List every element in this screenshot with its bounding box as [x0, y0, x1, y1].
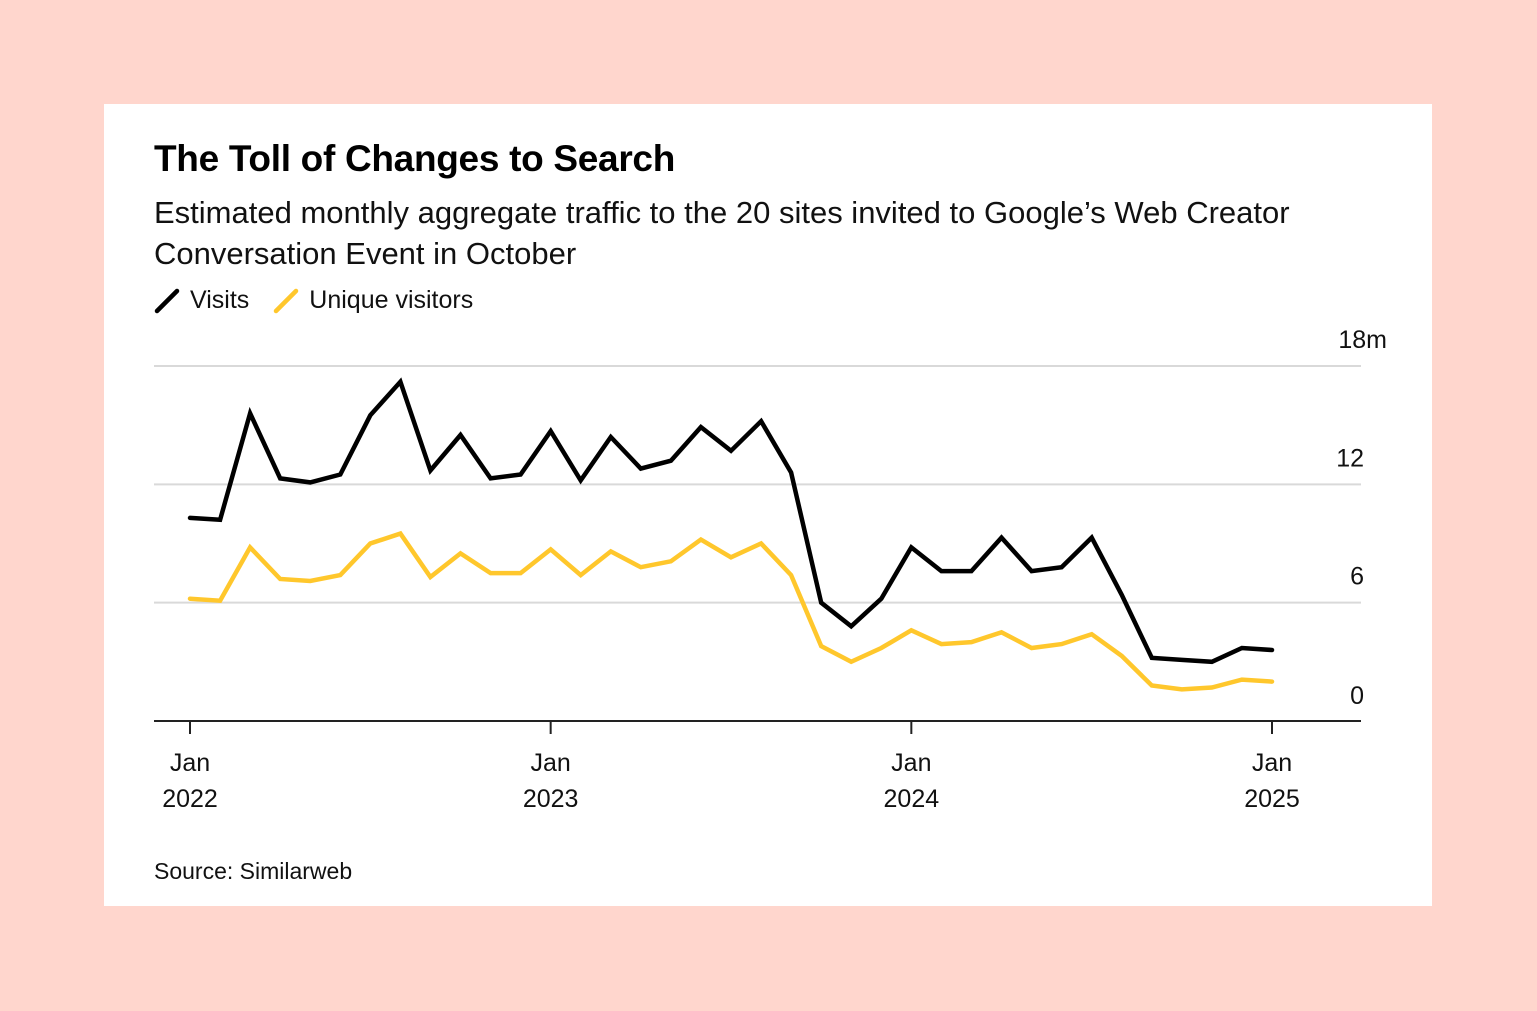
source-note: Source: Similarweb: [154, 858, 353, 884]
y-tick-label: 12: [1336, 444, 1364, 472]
x-tick-label-month: Jan: [531, 749, 571, 777]
chart-title: The Toll of Changes to Search: [154, 138, 676, 179]
chart-card: The Toll of Changes to Search Estimated …: [104, 104, 1432, 906]
y-tick-label: 6: [1350, 563, 1364, 591]
x-tick-label-year: 2023: [523, 785, 579, 813]
legend-swatch-visits: [154, 288, 180, 313]
series-line-visits: [187, 377, 1275, 665]
legend-label-visits: Visits: [190, 286, 250, 314]
x-tick-label-month: Jan: [1252, 749, 1292, 777]
legend-item-unique-visitors: Unique visitors: [273, 286, 473, 315]
x-tick-label-month: Jan: [170, 749, 210, 777]
chart-subtitle: Estimated monthly aggregate traffic to t…: [154, 195, 1290, 271]
x-tick-label-month: Jan: [891, 749, 931, 777]
x-tick-label-year: 2024: [884, 785, 940, 813]
series-line-unique-visitors: [187, 530, 1275, 692]
x-tick-label-year: 2022: [162, 785, 218, 813]
legend-swatch-unique-visitors: [274, 288, 299, 313]
y-tick-label: 0: [1350, 682, 1364, 710]
legend: Visits Unique visitors: [154, 286, 497, 315]
line-chart: 18m 12 6 0 Jan 2022 Jan 2023 Jan 2024 Jan 2025: [154, 326, 1387, 813]
legend-item-visits: Visits: [154, 286, 249, 315]
x-tick-label-year: 2025: [1244, 785, 1300, 813]
legend-label-unique-visitors: Unique visitors: [309, 286, 474, 314]
y-tick-label: 18m: [1338, 326, 1387, 354]
